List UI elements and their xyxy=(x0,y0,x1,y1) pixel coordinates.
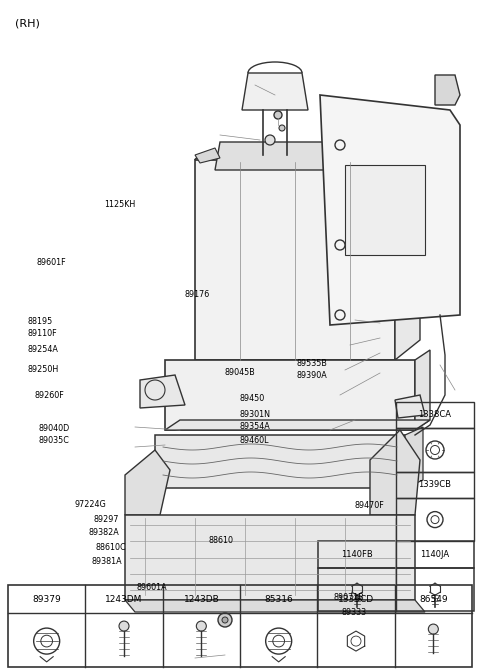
Text: 1243DB: 1243DB xyxy=(183,595,219,603)
Polygon shape xyxy=(125,515,415,600)
Text: 89040D: 89040D xyxy=(38,423,70,433)
Text: 89460L: 89460L xyxy=(239,436,268,445)
Text: 1140JA: 1140JA xyxy=(420,550,450,559)
Polygon shape xyxy=(140,375,185,408)
Bar xyxy=(396,498,474,541)
Circle shape xyxy=(218,613,232,627)
Polygon shape xyxy=(435,75,460,105)
Text: 89333: 89333 xyxy=(342,607,367,617)
Circle shape xyxy=(119,621,129,631)
Polygon shape xyxy=(242,73,308,110)
Text: 89071B: 89071B xyxy=(334,593,364,602)
Text: 89035C: 89035C xyxy=(38,436,69,446)
Polygon shape xyxy=(395,395,425,418)
Bar xyxy=(318,541,474,567)
Circle shape xyxy=(222,617,228,623)
Text: 89045B: 89045B xyxy=(225,368,255,377)
Text: 86549: 86549 xyxy=(419,595,448,603)
Polygon shape xyxy=(415,350,430,430)
Text: 88610: 88610 xyxy=(209,536,234,545)
Polygon shape xyxy=(155,435,405,488)
Polygon shape xyxy=(215,142,375,170)
Text: 89301N: 89301N xyxy=(239,409,270,419)
Text: 89354A: 89354A xyxy=(239,422,270,432)
Bar xyxy=(8,585,472,667)
Polygon shape xyxy=(195,160,395,360)
Text: 1140FB: 1140FB xyxy=(341,550,373,559)
Text: 89254A: 89254A xyxy=(28,345,59,355)
Text: 89601A: 89601A xyxy=(137,583,168,592)
Circle shape xyxy=(428,624,438,634)
Text: 1339CB: 1339CB xyxy=(419,480,452,489)
Circle shape xyxy=(274,111,282,119)
Bar xyxy=(396,402,474,428)
Text: 1125KH: 1125KH xyxy=(105,199,136,209)
Bar xyxy=(396,472,474,498)
Circle shape xyxy=(265,135,275,145)
Polygon shape xyxy=(195,148,220,163)
Bar xyxy=(396,428,474,472)
Text: 89450: 89450 xyxy=(239,394,264,403)
Text: 89379: 89379 xyxy=(32,595,61,603)
Polygon shape xyxy=(395,145,420,360)
Text: (RH): (RH) xyxy=(15,18,40,28)
Polygon shape xyxy=(320,95,460,325)
Text: 89535B: 89535B xyxy=(296,359,327,368)
Polygon shape xyxy=(125,600,425,612)
Polygon shape xyxy=(370,430,420,515)
Text: 89176: 89176 xyxy=(185,290,210,299)
Text: 89390A: 89390A xyxy=(296,371,327,380)
Text: 1339CD: 1339CD xyxy=(338,595,374,603)
Text: 89260F: 89260F xyxy=(35,391,64,400)
Text: 89110F: 89110F xyxy=(28,329,58,339)
Polygon shape xyxy=(125,450,170,515)
Text: 89470F: 89470F xyxy=(354,500,384,510)
Bar xyxy=(318,567,474,611)
Text: 97224G: 97224G xyxy=(74,500,106,509)
Polygon shape xyxy=(405,427,423,488)
Text: 1338CA: 1338CA xyxy=(419,411,452,419)
Text: 85316: 85316 xyxy=(264,595,293,603)
Circle shape xyxy=(279,125,285,131)
Text: 1243DM: 1243DM xyxy=(105,595,143,603)
Text: 88195: 88195 xyxy=(28,316,53,326)
Text: 89601F: 89601F xyxy=(36,258,66,268)
Text: 88610C: 88610C xyxy=(96,543,127,552)
Polygon shape xyxy=(165,420,430,430)
Polygon shape xyxy=(165,360,415,430)
Text: 89381A: 89381A xyxy=(91,557,122,567)
Bar xyxy=(345,165,425,255)
Circle shape xyxy=(196,621,206,631)
Text: 89382A: 89382A xyxy=(89,528,120,537)
Text: 89250H: 89250H xyxy=(28,365,59,374)
Text: 89297: 89297 xyxy=(94,514,119,524)
